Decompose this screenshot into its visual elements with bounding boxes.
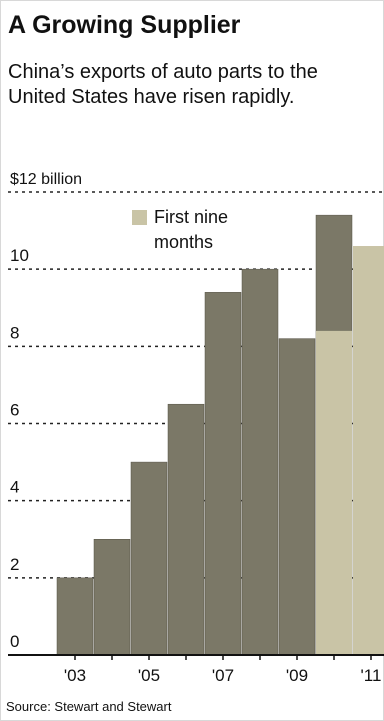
bar-2003 <box>56 577 94 656</box>
x-tick-label: '07 <box>212 666 234 685</box>
y-tick-label: 6 <box>10 401 19 420</box>
y-tick-label: 10 <box>10 246 29 265</box>
legend-label-line1: First nine <box>154 207 228 227</box>
bar-2005 <box>130 461 168 656</box>
legend-swatch <box>132 210 147 225</box>
chart-subtitle: China’s exports of auto parts to the Uni… <box>8 61 318 108</box>
y-tick-label: 8 <box>10 323 19 342</box>
bars <box>8 214 384 660</box>
bar-2006 <box>167 403 205 656</box>
bar-2004 <box>93 539 131 656</box>
x-tick-label: '11 <box>361 666 382 685</box>
bar-chart: 0 2 4 6 8 10 $12 billion '03 '05 '07 '09 '11 First … <box>8 171 384 685</box>
bar-2009 <box>278 338 316 656</box>
bar-first-nine-months-2010 <box>316 330 352 655</box>
legend: First nine months <box>132 207 228 252</box>
x-tick-label: '03 <box>64 666 86 685</box>
x-tick-label: '09 <box>286 666 308 685</box>
chart-title: A Growing Supplier <box>8 11 241 39</box>
legend-label-line2: months <box>154 232 213 252</box>
y-tick-label: $12 billion <box>10 171 82 188</box>
y-tick-label: 4 <box>10 478 19 497</box>
bar-2008 <box>241 268 279 656</box>
y-tick-label: 2 <box>10 555 19 574</box>
bar-first-nine-months-2011 <box>353 246 384 655</box>
y-tick-label: 0 <box>10 632 19 651</box>
chart-source: Source: Stewart and Stewart <box>6 699 172 714</box>
bar-2007 <box>204 292 242 656</box>
tick-labels: 0 2 4 6 8 10 $12 billion '03 '05 '07 '09 '11 <box>10 171 381 685</box>
x-tick-label: '05 <box>138 666 160 685</box>
